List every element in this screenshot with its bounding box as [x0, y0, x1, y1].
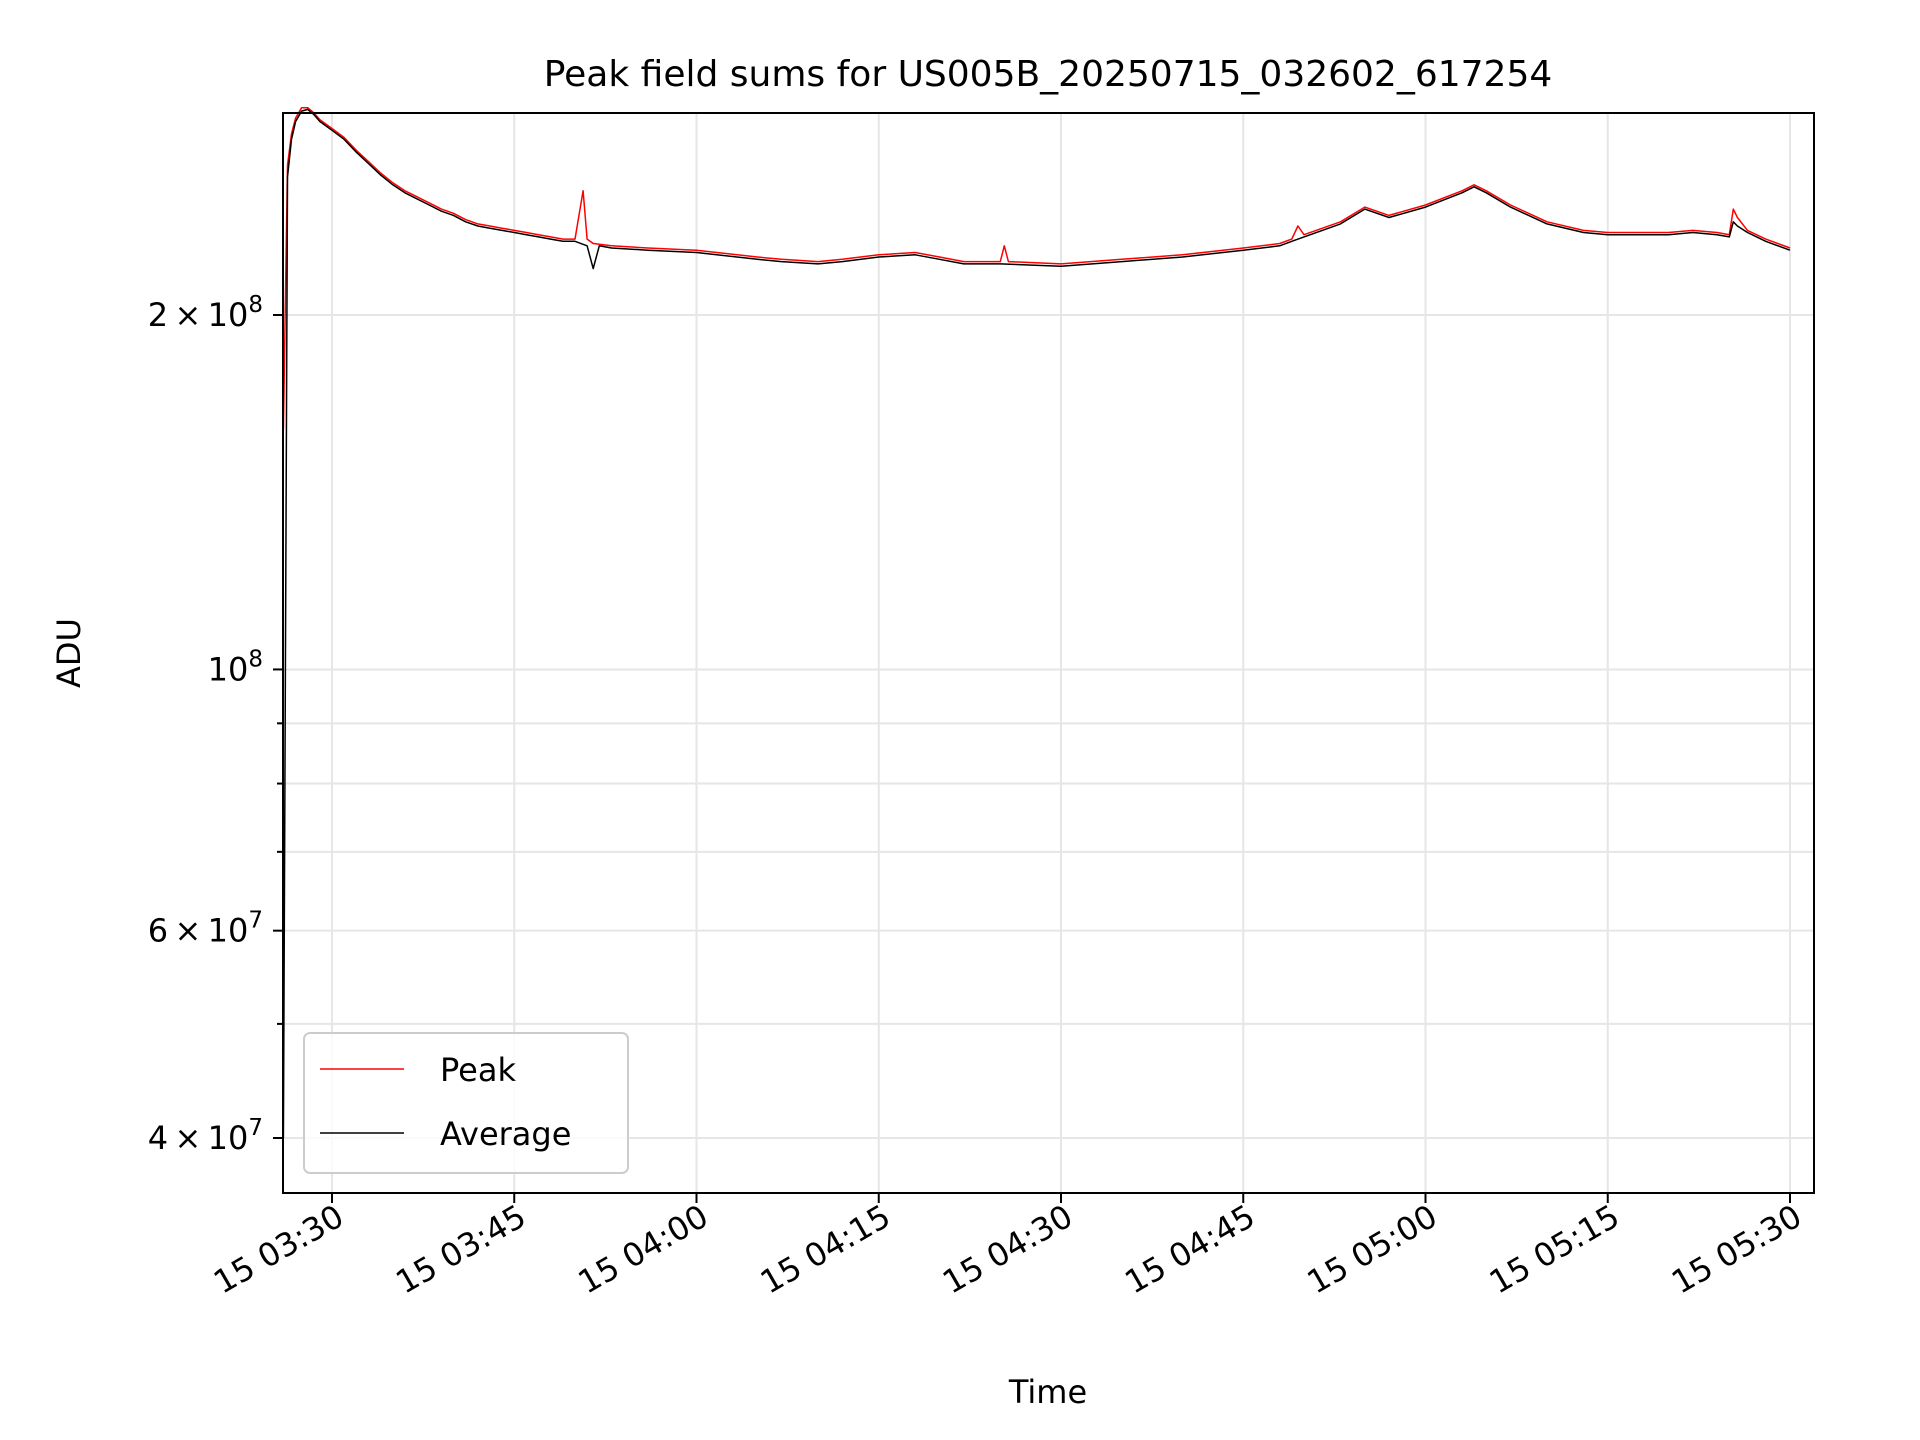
- y-tick-label-base: 4: [148, 1119, 175, 1157]
- y-tick-label-times: ×: [174, 296, 207, 334]
- y-tick-label-base: 6: [148, 912, 175, 950]
- x-tick-label: 15 04:45: [1118, 1197, 1261, 1301]
- x-tick-label: 15 05:30: [1665, 1197, 1808, 1301]
- plot-frame: [282, 112, 1815, 1194]
- y-tick-label-ten: 10: [208, 912, 249, 950]
- y-tick-label-times: ×: [174, 1119, 207, 1157]
- grid: [283, 113, 1814, 1193]
- x-tick-label: 15 04:00: [572, 1197, 715, 1301]
- x-tick-label: 15 05:00: [1301, 1197, 1444, 1301]
- legend: Peak Average: [303, 1032, 629, 1174]
- y-tick-label-times: ×: [174, 912, 207, 950]
- y-tick-label-ten: 10: [208, 1119, 249, 1157]
- x-axis-label: Time: [1008, 1373, 1087, 1411]
- y-tick-label: 108: [208, 646, 263, 688]
- y-tick-label-ten: 10: [208, 650, 249, 688]
- x-tick-label: 15 03:30: [207, 1197, 350, 1301]
- x-axis: 15 03:30 15 03:45 15 04:00 15 04:15 15 04:30…: [207, 1193, 1808, 1301]
- y-tick-label-exponent: 7: [248, 1115, 263, 1141]
- x-tick-label: 15 03:45: [389, 1197, 532, 1301]
- chart-title: Peak field sums for US005B_20250715_0326…: [544, 54, 1553, 95]
- legend-label-peak: Peak: [440, 1051, 516, 1089]
- plot-area: [282, 106, 1791, 1139]
- y-tick-label-ten: 10: [208, 296, 249, 334]
- x-tick-label: 15 04:15: [754, 1197, 897, 1301]
- x-tick-label: 15 04:30: [936, 1197, 1079, 1301]
- series-line-average: [282, 108, 1791, 1139]
- y-tick-label-exponent: 8: [248, 292, 263, 318]
- y-tick-label: 4 × 107: [148, 1115, 263, 1157]
- y-tick-label-base: 2: [148, 296, 175, 334]
- legend-label-average: Average: [440, 1115, 571, 1153]
- y-tick-label-exponent: 8: [248, 646, 263, 672]
- series-line-peak: [282, 106, 1791, 430]
- x-tick-label: 15 05:15: [1483, 1197, 1626, 1301]
- legend-box: [303, 1032, 629, 1174]
- y-axis-label: ADU: [50, 618, 88, 688]
- y-tick-label-exponent: 7: [248, 908, 263, 934]
- y-tick-label: 6 × 107: [148, 908, 263, 950]
- y-tick-label: 2 × 108: [148, 292, 263, 334]
